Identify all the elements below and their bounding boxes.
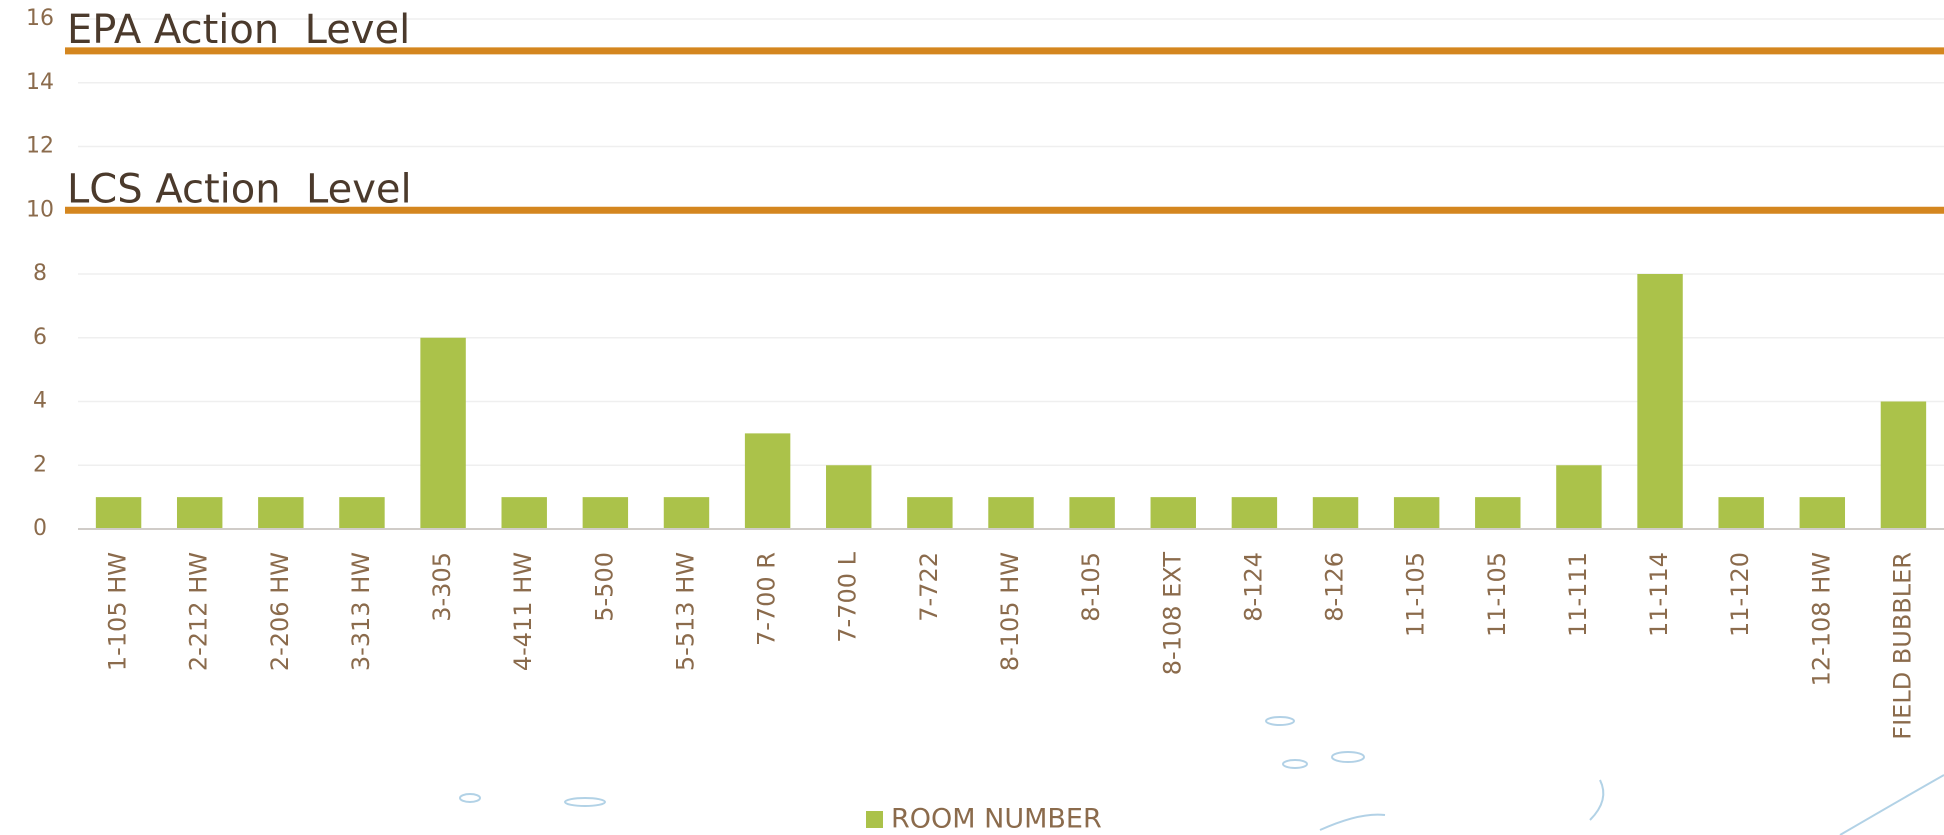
x-tick-label: 3-313 HW [347, 552, 375, 671]
reference-label: LCS Action Level [67, 166, 412, 212]
x-tick-label: 2-206 HW [266, 552, 294, 671]
y-tick-label: 6 [33, 325, 47, 350]
x-tick-label: 8-105 [1077, 552, 1105, 622]
bar [744, 433, 791, 529]
bar [176, 497, 223, 529]
y-tick-label: 12 [26, 134, 54, 159]
x-tick-label: 11-120 [1726, 552, 1754, 637]
x-tick-label: 4-411 HW [509, 552, 537, 671]
x-tick-label: FIELD BUBBLER [1888, 552, 1916, 740]
x-tick-label: 5-513 HW [671, 552, 699, 671]
y-tick-label: 2 [33, 452, 47, 477]
y-tick-label: 16 [26, 6, 54, 31]
bar [1475, 497, 1521, 529]
bar [420, 337, 466, 529]
x-tick-label: 7-722 [915, 552, 943, 622]
bar [501, 497, 547, 529]
bar [1718, 497, 1764, 529]
legend-label: ROOM NUMBER [891, 804, 1102, 835]
bar [826, 465, 872, 529]
x-tick-label: 2-212 HW [185, 552, 213, 671]
x-tick-label: 11-105 [1483, 552, 1511, 637]
y-tick-label: 14 [26, 70, 54, 95]
x-tick-label: 7-700 R [753, 552, 781, 646]
bar [258, 497, 304, 529]
x-tick-label: 12-108 HW [1807, 552, 1835, 686]
x-tick-label: 7-700 L [834, 551, 862, 642]
bar [1312, 497, 1359, 529]
bar [1150, 497, 1196, 529]
bar [1880, 401, 1927, 529]
water-decoration [459, 716, 1944, 835]
legend-swatch [866, 811, 883, 828]
bar [1069, 497, 1115, 529]
x-tick-label: 8-124 [1239, 552, 1267, 622]
x-tick-label: 11-111 [1564, 552, 1592, 637]
x-tick-label: 1-105 HW [104, 552, 132, 671]
bar [907, 497, 953, 529]
bar [1231, 497, 1278, 529]
y-tick-label: 10 [26, 197, 54, 222]
bar [1637, 274, 1683, 529]
x-tick-label: 11-105 [1402, 552, 1430, 637]
bar [1393, 497, 1440, 529]
bar [663, 497, 710, 529]
bar [988, 497, 1034, 529]
x-tick-label: 8-105 HW [996, 552, 1024, 671]
y-tick-label: 8 [33, 261, 47, 286]
bar [1799, 497, 1846, 529]
bar [1556, 465, 1602, 529]
bar [582, 497, 629, 529]
y-tick-label: 0 [33, 516, 47, 541]
bar [95, 497, 142, 529]
bar [339, 497, 385, 529]
x-tick-label: 11-114 [1645, 552, 1673, 637]
x-tick-label: 8-108 EXT [1158, 552, 1186, 676]
x-tick-label: 8-126 [1321, 552, 1349, 622]
reference-label: EPA Action Level [67, 7, 410, 53]
x-tick-label: 3-305 [428, 552, 456, 622]
y-tick-label: 4 [33, 389, 47, 414]
x-tick-label: 5-500 [590, 552, 618, 622]
